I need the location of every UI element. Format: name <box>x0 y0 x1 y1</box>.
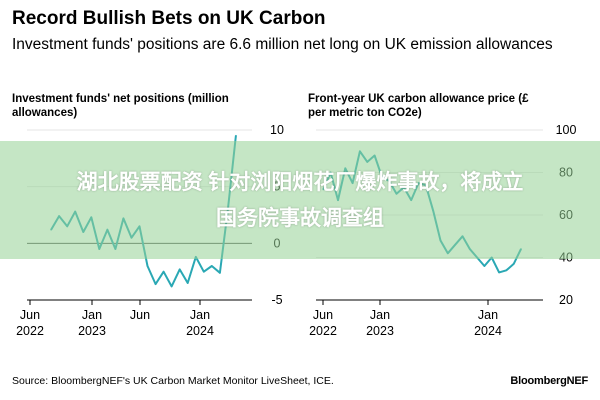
data-point <box>235 134 237 137</box>
x-tick-label: Jan <box>478 308 498 322</box>
data-point <box>211 265 213 267</box>
y-tick-label: 20 <box>559 293 573 307</box>
x-tick-label: 2023 <box>366 324 394 338</box>
y-tick-label: 100 <box>556 123 577 137</box>
x-tick-label: Jun <box>20 308 40 322</box>
x-tick-label: 2022 <box>309 324 337 338</box>
y-tick-label: -5 <box>271 293 282 307</box>
data-point <box>154 283 157 285</box>
data-point <box>202 270 205 273</box>
watermark-band <box>0 141 600 259</box>
data-point <box>170 285 173 288</box>
data-point <box>505 269 508 272</box>
watermark-text: 湖北股票配资 针对浏阳烟花厂爆炸事故，将成立 国务院事故调查组 <box>0 165 600 237</box>
x-tick-label: Jun <box>130 308 150 322</box>
data-point <box>483 265 486 267</box>
right-chart: Front-year UK carbon allowance price (£ … <box>308 92 593 352</box>
data-point <box>512 263 515 265</box>
page-subtitle: Investment funds' positions are 6.6 mill… <box>12 36 553 53</box>
y-tick-label: 10 <box>270 123 284 137</box>
data-point <box>162 270 165 273</box>
brand-logo: BloombergNEF <box>510 375 588 387</box>
watermark-line-1: 湖北股票配资 针对浏阳烟花厂爆炸事故，将成立 <box>76 171 524 194</box>
x-tick-label: 2022 <box>16 324 44 338</box>
left-chart-title: Investment funds' net positions (million… <box>12 93 229 119</box>
x-tick-label: 2024 <box>474 324 502 338</box>
x-tick-label: 2024 <box>186 324 214 338</box>
watermark-line-2: 国务院事故调查组 <box>216 207 384 230</box>
x-tick-label: Jan <box>82 308 102 322</box>
data-point <box>498 271 500 274</box>
x-tick-label: 2023 <box>78 324 106 338</box>
x-tick-label: Jun <box>313 308 333 322</box>
data-point <box>219 272 221 274</box>
data-point <box>146 265 149 267</box>
x-tick-label: Jan <box>190 308 210 322</box>
data-point <box>186 282 189 284</box>
right-chart-svg: 10080604020Jun2022Jan2023Jan2024 <box>309 123 577 338</box>
data-point <box>178 268 181 271</box>
page-title: Record Bullish Bets on UK Carbon <box>12 8 326 29</box>
source-note: Source: BloombergNEF's UK Carbon Market … <box>12 375 334 387</box>
x-tick-label: Jan <box>370 308 390 322</box>
right-chart-title: Front-year UK carbon allowance price (£ … <box>308 93 529 119</box>
